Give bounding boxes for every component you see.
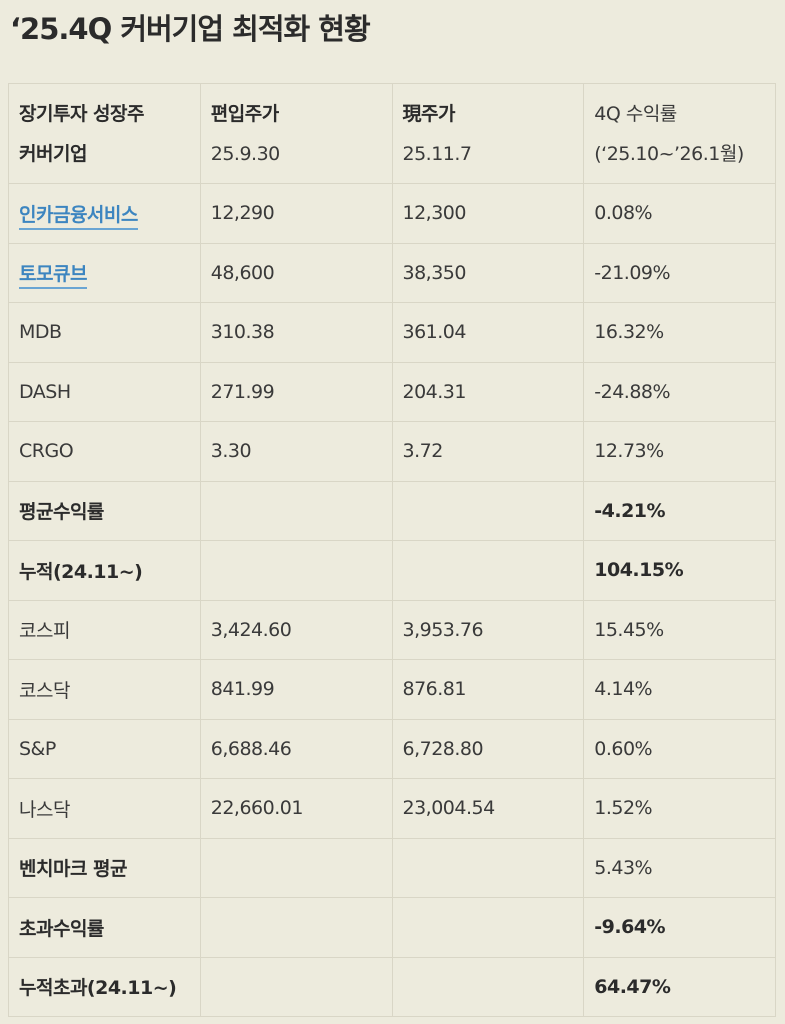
buy-price-cell	[199, 956, 393, 1017]
table-row: 코스피 3,424.60 3,953.76 15.45%	[8, 599, 776, 660]
current-price-cell: 23,004.54	[391, 778, 585, 839]
header-sublabel: 25.9.30	[210, 142, 281, 165]
table-row: 누적초과(24.11~) 64.47%	[8, 956, 776, 1017]
buy-price-cell	[199, 837, 393, 898]
buy-price-cell: 3.30	[199, 421, 393, 482]
company-name-cell: DASH	[8, 361, 201, 422]
table-row: 코스닥 841.99 876.81 4.14%	[8, 659, 776, 720]
header-current-price: 現주가 25.11.7	[391, 83, 585, 184]
header-label: 4Q 수익률	[594, 102, 677, 125]
header-label: 現주가	[402, 102, 456, 125]
current-price-cell	[391, 956, 585, 1017]
company-name-cell: 누적(24.11~)	[8, 540, 201, 601]
header-sublabel: (‘25.10~’26.1월)	[594, 142, 744, 165]
current-price-cell: 3.72	[391, 421, 585, 482]
return-cell: 64.47%	[583, 956, 776, 1017]
company-name-cell: 평균수익률	[8, 480, 201, 541]
buy-price-cell: 310.38	[199, 302, 393, 363]
current-price-cell	[391, 837, 585, 898]
return-cell: 12.73%	[583, 421, 776, 482]
company-name-cell: 초과수익률	[8, 897, 201, 958]
buy-price-cell: 3,424.60	[199, 599, 393, 660]
table-row: 인카금융서비스 12,290 12,300 0.08%	[8, 183, 776, 244]
return-cell: 5.43%	[583, 837, 776, 898]
return-cell: -9.64%	[583, 897, 776, 958]
header-return: 4Q 수익률 (‘25.10~’26.1월)	[583, 83, 776, 184]
return-cell: 104.15%	[583, 540, 776, 601]
return-cell: -4.21%	[583, 480, 776, 541]
buy-price-cell	[199, 480, 393, 541]
current-price-cell: 204.31	[391, 361, 585, 422]
page-title: ‘25.4Q 커버기업 최적화 현황	[10, 12, 371, 46]
buy-price-cell	[199, 540, 393, 601]
header-label: 커버기업	[19, 142, 87, 165]
header-label: 장기투자 성장주	[19, 102, 144, 125]
return-cell: -21.09%	[583, 242, 776, 303]
company-name-cell: 나스닥	[8, 778, 201, 839]
current-price-cell	[391, 897, 585, 958]
company-name-cell: 코스피	[8, 599, 201, 660]
table-row: 나스닥 22,660.01 23,004.54 1.52%	[8, 778, 776, 839]
header-sublabel: 25.11.7	[402, 142, 473, 165]
return-cell: 16.32%	[583, 302, 776, 363]
table-row: 벤치마크 평균 5.43%	[8, 837, 776, 898]
return-cell: 0.08%	[583, 183, 776, 244]
table-row: 누적(24.11~) 104.15%	[8, 540, 776, 601]
company-name-cell: 토모큐브	[8, 242, 201, 303]
company-name-cell: 인카금융서비스	[8, 183, 201, 244]
return-cell: 1.52%	[583, 778, 776, 839]
company-link[interactable]: 토모큐브	[19, 263, 87, 290]
company-name-cell: CRGO	[8, 421, 201, 482]
current-price-cell	[391, 480, 585, 541]
current-price-cell: 361.04	[391, 302, 585, 363]
company-name-cell: S&P	[8, 718, 201, 779]
return-cell: 4.14%	[583, 659, 776, 720]
current-price-cell	[391, 540, 585, 601]
table-row: S&P 6,688.46 6,728.80 0.60%	[8, 718, 776, 779]
company-name-cell: 벤치마크 평균	[8, 837, 201, 898]
current-price-cell: 3,953.76	[391, 599, 585, 660]
header-buy-price: 편입주가 25.9.30	[199, 83, 393, 184]
table-row: 평균수익률 -4.21%	[8, 480, 776, 541]
current-price-cell: 12,300	[391, 183, 585, 244]
table-row: MDB 310.38 361.04 16.32%	[8, 302, 776, 363]
buy-price-cell	[199, 897, 393, 958]
buy-price-cell: 6,688.46	[199, 718, 393, 779]
table-row: CRGO 3.30 3.72 12.73%	[8, 421, 776, 482]
current-price-cell: 876.81	[391, 659, 585, 720]
table-row: DASH 271.99 204.31 -24.88%	[8, 361, 776, 422]
buy-price-cell: 48,600	[199, 242, 393, 303]
table-row: 초과수익률 -9.64%	[8, 897, 776, 958]
buy-price-cell: 841.99	[199, 659, 393, 720]
table-row: 토모큐브 48,600 38,350 -21.09%	[8, 242, 776, 303]
buy-price-cell: 271.99	[199, 361, 393, 422]
current-price-cell: 38,350	[391, 242, 585, 303]
company-name-cell: 누적초과(24.11~)	[8, 956, 201, 1017]
buy-price-cell: 22,660.01	[199, 778, 393, 839]
return-cell: -24.88%	[583, 361, 776, 422]
company-link[interactable]: 인카금융서비스	[19, 203, 138, 230]
buy-price-cell: 12,290	[199, 183, 393, 244]
company-name-cell: MDB	[8, 302, 201, 363]
return-cell: 0.60%	[583, 718, 776, 779]
return-cell: 15.45%	[583, 599, 776, 660]
current-price-cell: 6,728.80	[391, 718, 585, 779]
company-name-cell: 코스닥	[8, 659, 201, 720]
header-label: 편입주가	[210, 102, 279, 125]
